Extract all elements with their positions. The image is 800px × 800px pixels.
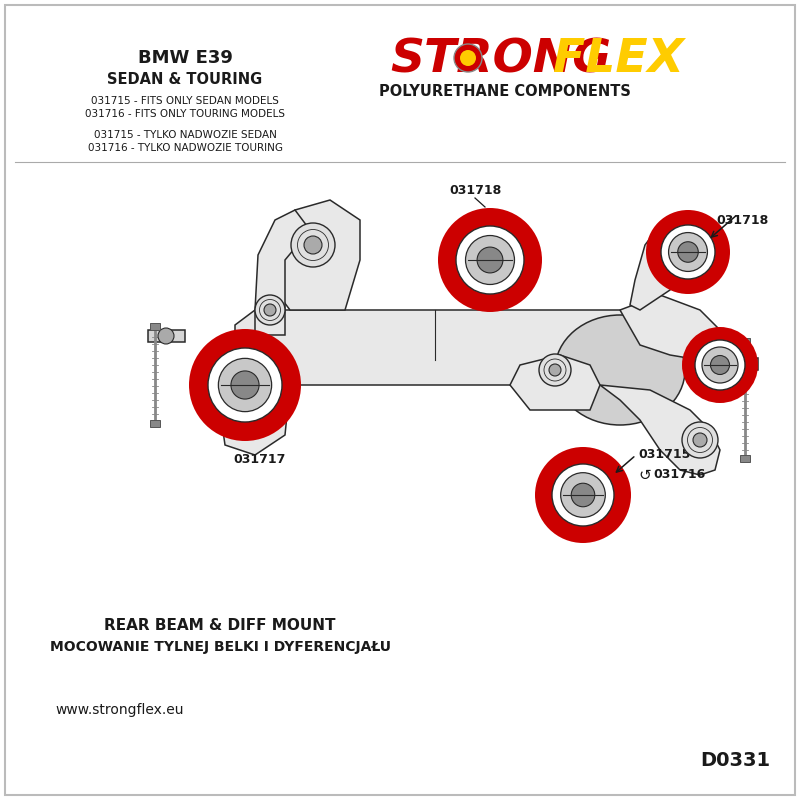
Text: BMW E39: BMW E39 [138,49,233,67]
Polygon shape [720,358,758,370]
Circle shape [456,226,524,294]
Circle shape [678,242,698,262]
Text: 031718: 031718 [449,184,501,197]
Circle shape [454,44,482,72]
Circle shape [208,348,282,422]
Circle shape [571,483,594,506]
Bar [740,338,750,345]
Circle shape [189,329,301,441]
Polygon shape [255,210,310,335]
Text: FLEX: FLEX [553,38,684,82]
Bar [150,420,160,427]
Circle shape [438,208,542,312]
Circle shape [539,354,571,386]
Ellipse shape [555,315,685,425]
Circle shape [535,447,631,543]
Text: POLYURETHANE COMPONENTS: POLYURETHANE COMPONENTS [379,85,631,99]
Text: SEDAN & TOURING: SEDAN & TOURING [107,73,262,87]
Polygon shape [275,200,360,310]
Circle shape [255,295,285,325]
Polygon shape [630,220,695,310]
Polygon shape [148,330,185,342]
Polygon shape [220,385,290,455]
Text: STRONG: STRONG [390,38,611,82]
Circle shape [549,364,561,376]
Text: MOCOWANIE TYLNEJ BELKI I DYFERENCJAŁU: MOCOWANIE TYLNEJ BELKI I DYFERENCJAŁU [50,640,390,654]
Circle shape [732,357,746,371]
Circle shape [238,335,278,375]
Circle shape [702,347,738,383]
Polygon shape [235,310,640,385]
Circle shape [552,464,614,526]
Text: 031715 - TYLKO NADWOZIE SEDAN: 031715 - TYLKO NADWOZIE SEDAN [94,130,277,140]
Circle shape [250,347,266,363]
Circle shape [231,371,259,399]
Circle shape [682,422,718,458]
Circle shape [218,358,272,412]
Bar [740,455,750,462]
Circle shape [460,50,476,66]
Text: 031716: 031716 [653,469,706,482]
Circle shape [264,304,276,316]
Circle shape [304,236,322,254]
Polygon shape [510,355,600,410]
Text: D0331: D0331 [700,750,770,770]
Circle shape [695,340,745,390]
Text: REAR BEAM & DIFF MOUNT: REAR BEAM & DIFF MOUNT [104,618,336,633]
Text: 031718: 031718 [716,214,768,227]
Circle shape [693,433,707,447]
Circle shape [710,355,730,374]
Circle shape [661,225,715,279]
Circle shape [158,328,174,344]
Text: 031716 - FITS ONLY TOURING MODELS: 031716 - FITS ONLY TOURING MODELS [85,109,285,119]
Text: 031715 - FITS ONLY SEDAN MODELS: 031715 - FITS ONLY SEDAN MODELS [91,96,279,106]
Text: 031715: 031715 [638,449,690,462]
Circle shape [561,473,606,518]
Polygon shape [600,385,720,475]
Text: ↺: ↺ [638,467,650,482]
Circle shape [646,210,730,294]
Circle shape [682,327,758,403]
Circle shape [291,223,335,267]
Circle shape [477,247,503,273]
Text: www.strongflex.eu: www.strongflex.eu [55,703,183,717]
Text: 031716 - TYLKO NADWOZIE TOURING: 031716 - TYLKO NADWOZIE TOURING [87,143,282,153]
Bar [150,323,160,330]
Text: 031717: 031717 [234,453,286,466]
Circle shape [466,235,514,285]
Polygon shape [620,295,720,360]
Circle shape [669,233,707,271]
